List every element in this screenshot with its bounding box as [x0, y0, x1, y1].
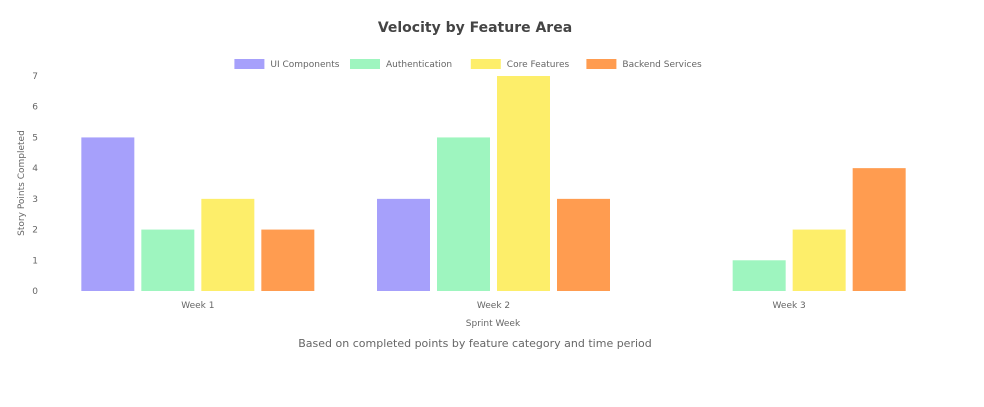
chart-subtitle: Based on completed points by feature cat… [298, 337, 652, 350]
legend-label-ui-components[interactable]: UI Components [270, 60, 339, 70]
y-tick-label: 7 [32, 72, 38, 82]
legend: UI Components Authentication Core Features… [234, 59, 702, 70]
legend-swatch-authentication[interactable] [350, 59, 380, 69]
bars [81, 76, 906, 291]
y-tick-label: 2 [32, 226, 38, 236]
y-axis-label: Story Points Completed [17, 130, 27, 236]
bar-backend-services-week-2[interactable] [557, 198, 610, 291]
x-axis: Week 1 Week 2 Week 3 [181, 301, 806, 311]
legend-label-core-features[interactable]: Core Features [507, 60, 570, 70]
x-axis-label: Sprint Week [466, 319, 521, 329]
y-tick-label: 4 [32, 164, 38, 174]
x-tick-label: Week 3 [773, 301, 806, 311]
bar-core-features-week-1[interactable] [201, 198, 255, 291]
y-tick-label: 1 [32, 256, 38, 266]
bar-core-features-week-3[interactable] [792, 229, 846, 291]
legend-label-authentication[interactable]: Authentication [386, 60, 452, 70]
bar-core-features-week-2[interactable] [497, 76, 550, 291]
y-tick-label: 0 [32, 287, 38, 297]
chart-title: Velocity by Feature Area [378, 20, 572, 36]
y-tick-label: 6 [32, 103, 38, 113]
legend-label-backend-services[interactable]: Backend Services [622, 60, 702, 70]
bar-backend-services-week-1[interactable] [261, 229, 315, 291]
x-tick-label: Week 2 [477, 301, 510, 311]
bar-ui-components-week-1[interactable] [81, 137, 135, 291]
y-axis: 0 1 2 3 4 5 6 7 [32, 72, 38, 297]
legend-swatch-ui-components[interactable] [234, 59, 265, 69]
bar-authentication-week-1[interactable] [141, 229, 195, 291]
bar-ui-components-week-2[interactable] [377, 198, 430, 291]
bar-backend-services-week-3[interactable] [852, 168, 906, 291]
legend-swatch-backend-services[interactable] [586, 59, 617, 69]
y-tick-label: 5 [32, 133, 38, 143]
bar-authentication-week-2[interactable] [437, 137, 490, 291]
y-tick-label: 3 [32, 195, 38, 205]
x-tick-label: Week 1 [181, 301, 214, 311]
legend-swatch-core-features[interactable] [470, 59, 501, 69]
bar-authentication-week-3[interactable] [732, 260, 786, 291]
